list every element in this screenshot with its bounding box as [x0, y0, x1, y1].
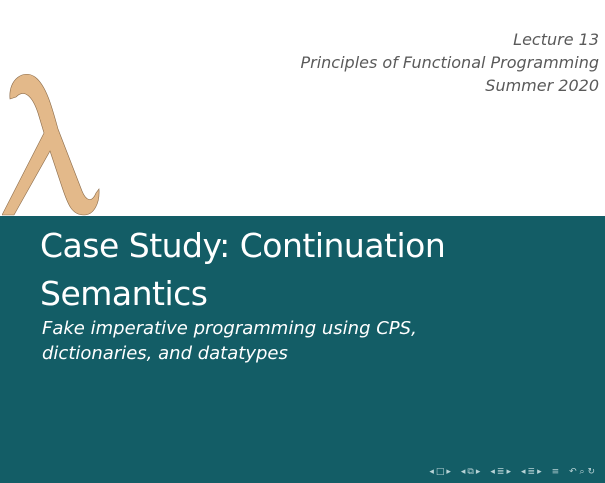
frame-icon: □	[435, 467, 445, 477]
next-frame-icon[interactable]: ▸	[446, 467, 451, 477]
subsection-icon: ⧉	[467, 467, 474, 477]
toc-icon[interactable]: ≡	[551, 467, 560, 477]
next-subsection-icon[interactable]: ▸	[475, 467, 481, 477]
slide-subtitle: Fake imperative programming using CPS, d…	[42, 318, 417, 364]
lambda-icon	[2, 73, 100, 216]
prev-frame-icon[interactable]: ◂	[429, 467, 434, 477]
slide-title: Case Study: Continuation Semantics	[40, 226, 446, 313]
subsubsection-nav[interactable]: ◂ ≣ ▸	[521, 467, 542, 477]
section-nav[interactable]: ◂ ≣ ▸	[490, 467, 511, 477]
subsection-nav[interactable]: ◂ ⧉ ▸	[461, 467, 481, 477]
prev-subsection-icon[interactable]: ◂	[460, 467, 466, 477]
next-subsubsection-icon[interactable]: ▸	[537, 467, 542, 477]
prev-section-icon[interactable]: ◂	[490, 467, 495, 477]
lecture-number: Lecture 13	[513, 30, 599, 49]
lecture-header: Lecture 13 Principles of Functional Prog…	[300, 28, 599, 97]
beamer-navigation-bar: ◂ □ ▸ ◂ ⧉ ▸ ◂ ≣ ▸ ◂ ≣ ▸ ≡ ↶ ⌕ ↻	[429, 467, 595, 477]
frame-nav[interactable]: ◂ □ ▸	[429, 467, 451, 477]
course-name: Principles of Functional Programming	[300, 53, 599, 72]
prev-subsubsection-icon[interactable]: ◂	[521, 467, 526, 477]
section-icon: ≣	[496, 467, 505, 477]
next-section-icon[interactable]: ▸	[506, 467, 511, 477]
search-controls-icon[interactable]: ↶ ⌕ ↻	[569, 467, 595, 477]
title-band	[0, 216, 605, 483]
subsubsection-icon: ≣	[527, 467, 536, 477]
term: Summer 2020	[485, 76, 599, 95]
